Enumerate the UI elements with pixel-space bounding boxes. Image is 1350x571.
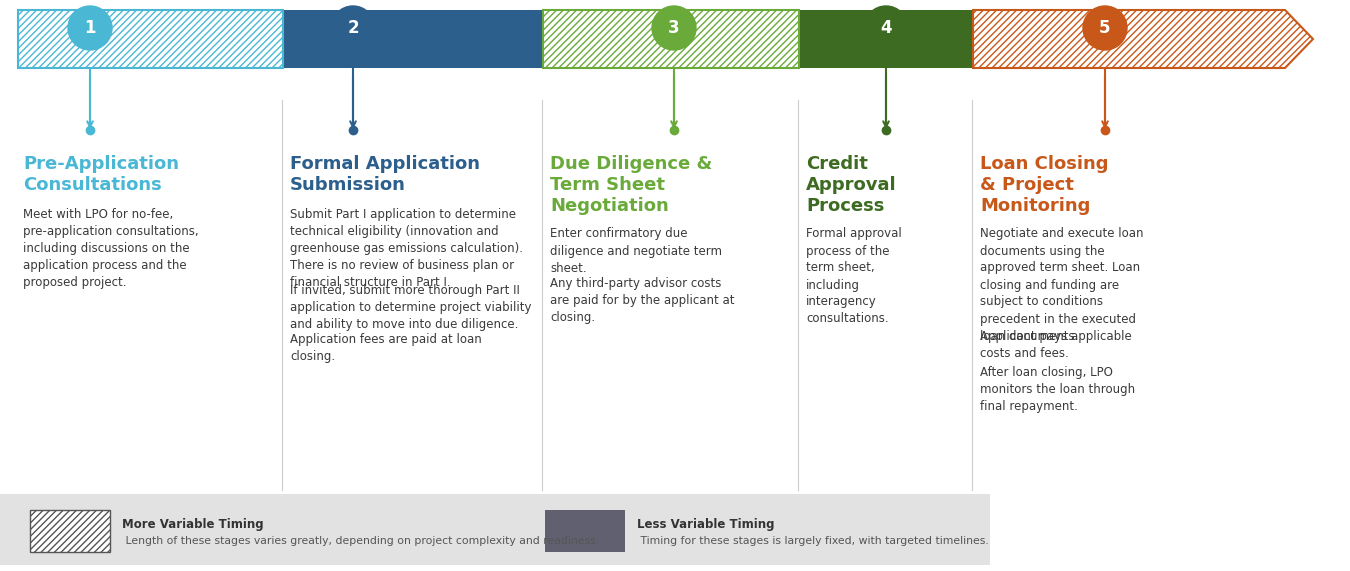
- Text: Due Diligence &
Term Sheet
Negotiation: Due Diligence & Term Sheet Negotiation: [549, 155, 713, 215]
- Ellipse shape: [1083, 6, 1127, 50]
- Text: Pre-Application
Consultations: Pre-Application Consultations: [23, 155, 180, 194]
- Text: Meet with LPO for no-fee,
pre-application consultations,
including discussions o: Meet with LPO for no-fee, pre-applicatio…: [23, 208, 198, 289]
- Ellipse shape: [331, 6, 375, 50]
- Text: Application fees are paid at loan
closing.: Application fees are paid at loan closin…: [290, 333, 482, 363]
- Text: Formal approval
process of the
term sheet,
including
interagency
consultations.: Formal approval process of the term shee…: [806, 227, 902, 325]
- Bar: [30, 510, 109, 552]
- Text: 1: 1: [84, 19, 96, 37]
- Text: 3: 3: [668, 19, 680, 37]
- Polygon shape: [543, 10, 799, 68]
- Polygon shape: [18, 10, 284, 68]
- Text: Less Variable Timing: Less Variable Timing: [637, 518, 775, 531]
- Text: Credit
Approval
Process: Credit Approval Process: [806, 155, 896, 215]
- Ellipse shape: [864, 6, 909, 50]
- Ellipse shape: [652, 6, 697, 50]
- Bar: [30, 510, 109, 552]
- Text: 4: 4: [880, 19, 892, 37]
- Ellipse shape: [68, 6, 112, 50]
- Bar: [0, 494, 990, 565]
- Text: More Variable Timing: More Variable Timing: [122, 518, 263, 531]
- Text: Enter confirmatory due
diligence and negotiate term
sheet.: Enter confirmatory due diligence and neg…: [549, 227, 722, 275]
- Polygon shape: [799, 10, 973, 68]
- Text: Negotiate and execute loan
documents using the
approved term sheet. Loan
closing: Negotiate and execute loan documents usi…: [980, 227, 1143, 343]
- Text: 5: 5: [1099, 19, 1111, 37]
- Bar: [30, 510, 109, 552]
- Text: Any third-party advisor costs
are paid for by the applicant at
closing.: Any third-party advisor costs are paid f…: [549, 277, 734, 324]
- Text: Loan Closing
& Project
Monitoring: Loan Closing & Project Monitoring: [980, 155, 1108, 215]
- Polygon shape: [284, 10, 543, 68]
- Text: Timing for these stages is largely fixed, with targeted timelines.: Timing for these stages is largely fixed…: [637, 537, 988, 546]
- Text: After loan closing, LPO
monitors the loan through
final repayment.: After loan closing, LPO monitors the loa…: [980, 366, 1135, 413]
- Text: Submit Part I application to determine
technical eligibility (innovation and
gre: Submit Part I application to determine t…: [290, 208, 522, 289]
- Text: 2: 2: [347, 19, 359, 37]
- Bar: [545, 510, 625, 552]
- Text: Applicant pays applicable
costs and fees.: Applicant pays applicable costs and fees…: [980, 329, 1131, 360]
- Text: Length of these stages varies greatly, depending on project complexity and readi: Length of these stages varies greatly, d…: [122, 537, 599, 546]
- Polygon shape: [973, 10, 1314, 68]
- Text: Formal Application
Submission: Formal Application Submission: [290, 155, 481, 194]
- Text: If invited, submit more thorough Part II
application to determine project viabil: If invited, submit more thorough Part II…: [290, 284, 532, 331]
